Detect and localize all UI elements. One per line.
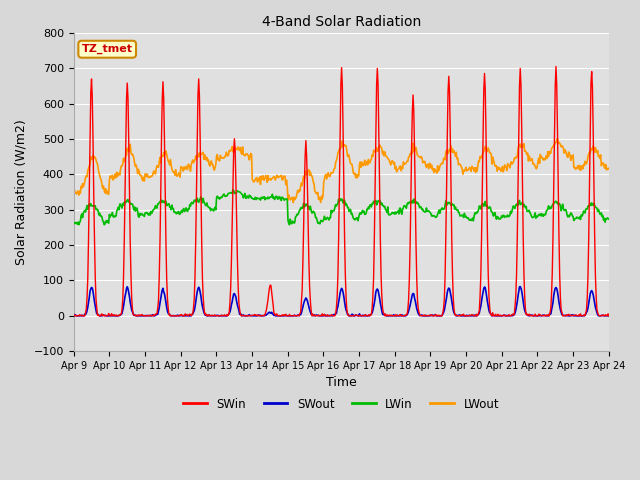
X-axis label: Time: Time	[326, 376, 356, 389]
Y-axis label: Solar Radiation (W/m2): Solar Radiation (W/m2)	[15, 119, 28, 265]
Legend: SWin, SWout, LWin, LWout: SWin, SWout, LWin, LWout	[179, 393, 504, 415]
Text: TZ_tmet: TZ_tmet	[82, 44, 132, 54]
Title: 4-Band Solar Radiation: 4-Band Solar Radiation	[262, 15, 421, 29]
